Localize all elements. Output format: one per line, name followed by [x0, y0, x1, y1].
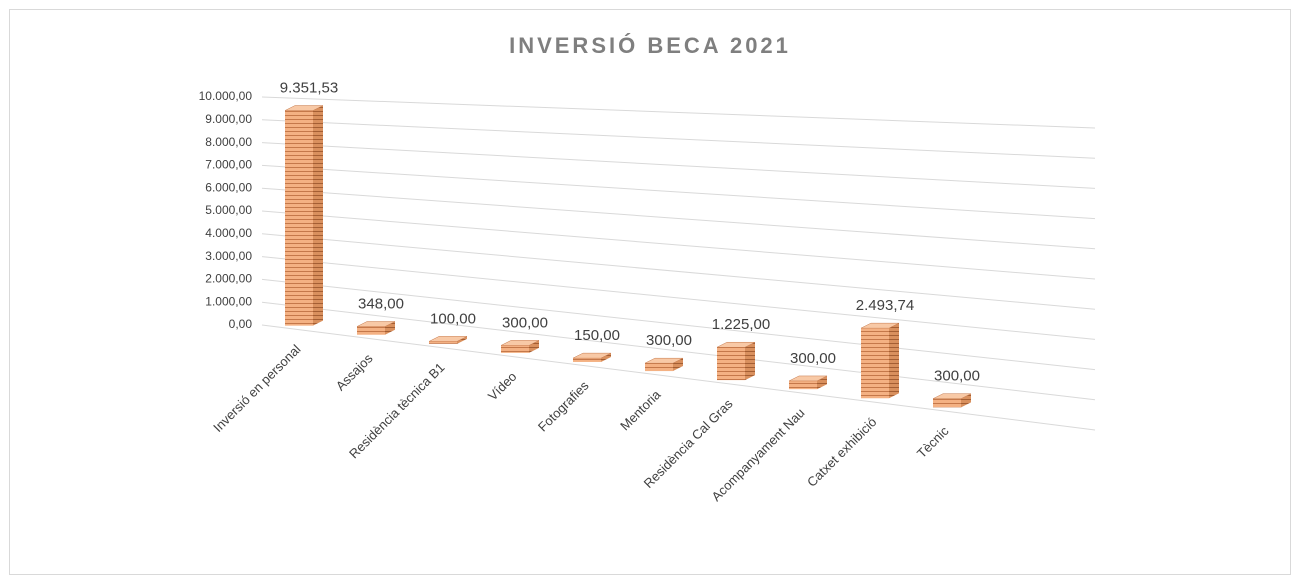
y-tick-label: 10.000,00: [199, 89, 253, 103]
grid-line: [261, 324, 1096, 431]
bar-top: [788, 375, 828, 382]
bar-side: [457, 336, 467, 344]
bar-top: [428, 336, 468, 342]
bar-front: [285, 110, 313, 326]
data-label: 300,00: [790, 350, 836, 367]
bar-front: [645, 363, 673, 372]
data-label: 300,00: [502, 314, 548, 331]
bar-front: [861, 328, 889, 399]
bar-top: [860, 322, 900, 329]
grid-line: [261, 164, 1096, 220]
y-tick-label: 6.000,00: [205, 180, 252, 194]
bar: [284, 105, 324, 326]
data-label: 9.351,53: [280, 80, 338, 97]
bar-top: [644, 357, 684, 364]
bar: [860, 322, 900, 399]
bar-front: [573, 358, 601, 362]
chart-border: [9, 9, 1291, 575]
bar-side: [313, 105, 323, 326]
y-tick-label: 3.000,00: [205, 249, 252, 263]
bar: [788, 375, 828, 390]
bar-side: [673, 358, 683, 372]
data-label: 2.493,74: [856, 297, 914, 314]
data-label: 1.225,00: [712, 316, 770, 333]
grid-line: [261, 142, 1096, 189]
bar-front: [933, 398, 961, 408]
bar-side: [961, 393, 971, 408]
data-label: 100,00: [430, 310, 476, 327]
bar-top: [932, 393, 972, 399]
bar-side: [889, 323, 899, 399]
y-tick-label: 9.000,00: [205, 112, 252, 126]
data-label: 150,00: [574, 327, 620, 344]
bar: [932, 393, 972, 408]
bar-front: [429, 341, 457, 344]
bar: [572, 352, 612, 362]
y-tick-label: 2.000,00: [205, 272, 252, 286]
bar-front: [789, 380, 817, 390]
y-tick-label: 8.000,00: [205, 135, 252, 149]
bar: [716, 341, 756, 381]
grid-line: [261, 256, 1096, 340]
bar-side: [817, 375, 827, 390]
chart-title: INVERSIÓ BECA 2021: [509, 33, 791, 58]
bar-front: [501, 345, 529, 353]
bar: [644, 357, 684, 372]
grid-line: [261, 210, 1096, 280]
bar-side: [385, 321, 395, 335]
bar-top: [356, 321, 396, 327]
data-label: 300,00: [934, 368, 980, 385]
bar-top: [572, 352, 612, 359]
bar: [356, 321, 396, 335]
grid-line: [261, 233, 1096, 310]
bar-top: [500, 340, 540, 346]
data-label: 300,00: [646, 332, 692, 349]
bar-front: [717, 347, 745, 381]
y-tick-label: 7.000,00: [205, 158, 252, 172]
y-tick-label: 4.000,00: [205, 226, 252, 240]
grid-line: [261, 187, 1096, 250]
y-tick-label: 1.000,00: [205, 294, 252, 308]
bar-side: [745, 342, 755, 381]
bar-front: [357, 326, 385, 335]
bar: [428, 336, 468, 344]
bar-side: [601, 353, 611, 362]
y-tick-label: 0,00: [229, 317, 253, 331]
bar-top: [716, 341, 756, 348]
grid-line: [261, 119, 1096, 159]
bar-top: [284, 105, 324, 111]
y-tick-label: 5.000,00: [205, 203, 252, 217]
bar: [500, 340, 540, 353]
grid-line: [261, 278, 1096, 371]
grid-line: [261, 301, 1096, 401]
data-label: 348,00: [358, 295, 404, 312]
grid-line: [261, 96, 1096, 129]
bar-side: [529, 340, 539, 353]
